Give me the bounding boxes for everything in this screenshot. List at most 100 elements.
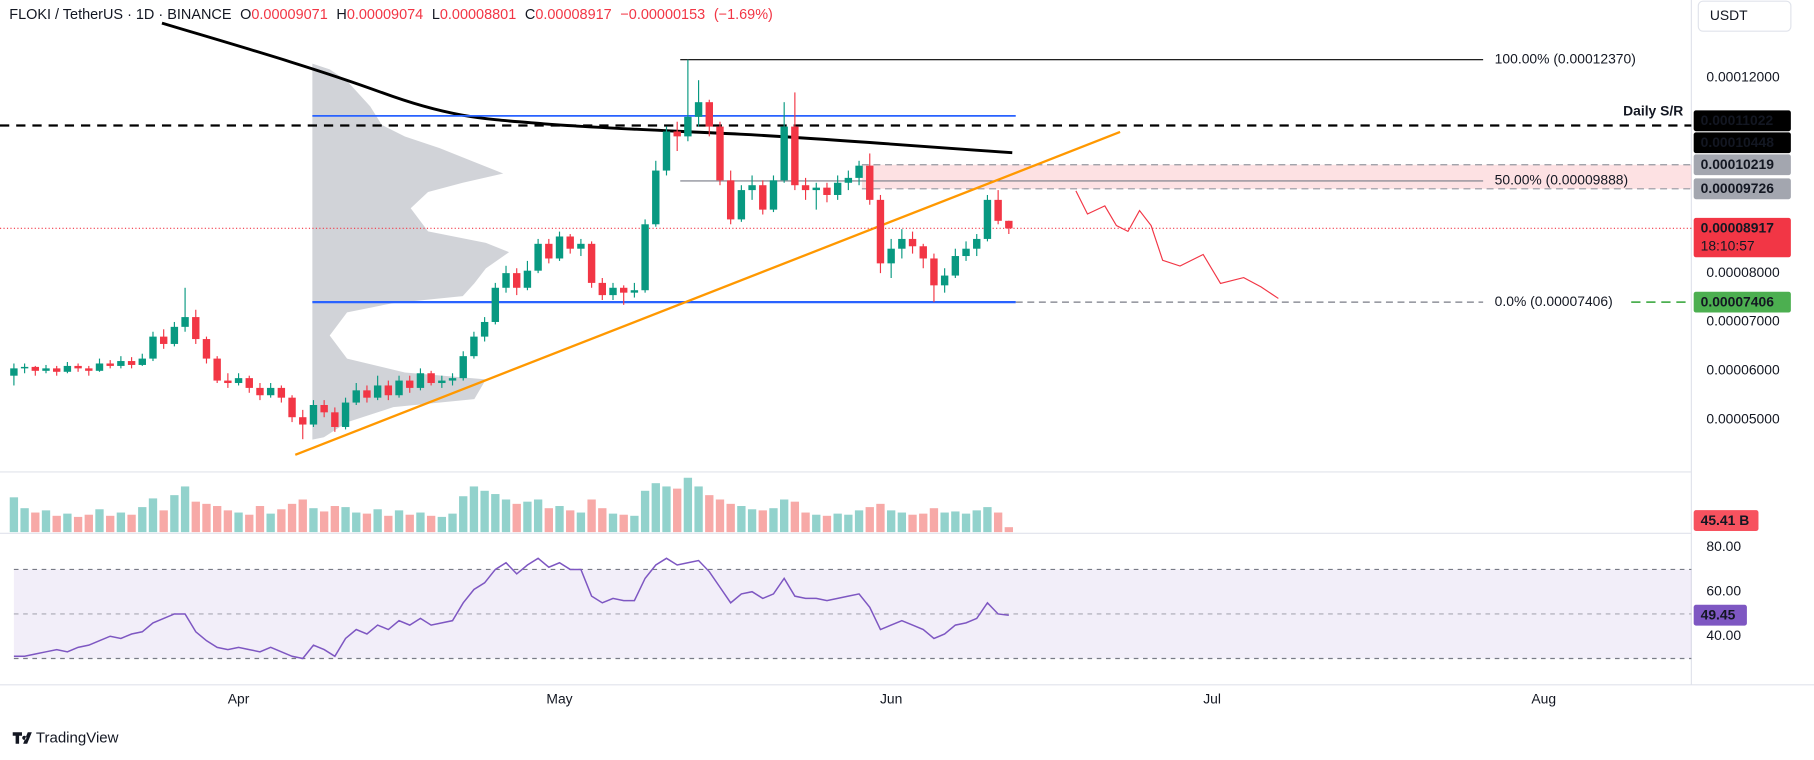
volume-bar xyxy=(812,514,821,533)
rsi-line xyxy=(13,557,1009,660)
volume-bar xyxy=(394,510,404,533)
candle-body xyxy=(106,363,114,366)
candle-body xyxy=(309,404,318,425)
candle-body xyxy=(983,199,992,239)
volume-bar xyxy=(769,508,778,533)
price-tag-label: 0.00007406 xyxy=(1701,293,1775,309)
volume-bar xyxy=(961,513,971,533)
trendline xyxy=(294,130,1121,456)
volume-bar xyxy=(919,513,928,533)
volume-bar xyxy=(491,494,500,533)
volume-bar xyxy=(73,516,83,533)
candle-body xyxy=(192,317,200,340)
candle-body xyxy=(331,412,339,427)
price-tag-label: 0.00008917 xyxy=(1701,220,1775,236)
volume-bar xyxy=(747,509,757,533)
candle-body xyxy=(887,248,895,264)
candle-body xyxy=(513,273,521,288)
candle-body xyxy=(256,387,264,396)
candle-body xyxy=(341,402,350,427)
rsi-tag-label: 49.45 xyxy=(1701,606,1736,622)
price-tag xyxy=(1693,132,1791,154)
candle-body xyxy=(630,290,639,293)
candle-body xyxy=(801,185,810,191)
candle-body xyxy=(52,368,61,372)
ohlc-letter: C xyxy=(525,7,535,23)
high-value: 0.00009074 xyxy=(347,7,423,23)
volume-bar xyxy=(726,503,735,533)
currency-box[interactable] xyxy=(1697,0,1792,32)
y-tick-label: 0.00012000 xyxy=(1706,68,1780,84)
rsi-tick-label: 40.00 xyxy=(1706,627,1741,643)
candle-body xyxy=(684,116,692,137)
candle-body xyxy=(20,366,29,369)
projection xyxy=(1075,190,1279,299)
candle-body xyxy=(245,378,253,388)
volume-bar xyxy=(801,512,810,533)
candle-body xyxy=(748,185,756,191)
volume-bar xyxy=(116,512,126,533)
candle-body xyxy=(866,165,874,200)
volume-bar xyxy=(833,513,842,533)
ohlc-letter: L xyxy=(432,7,440,23)
volume-bar xyxy=(640,490,650,533)
volume-bar xyxy=(940,512,949,533)
candle-body xyxy=(908,238,917,247)
volume-bar xyxy=(170,495,179,533)
volume-bar xyxy=(255,506,265,533)
candle-body xyxy=(181,317,189,327)
resistance-zone xyxy=(861,164,1692,189)
volume-bar xyxy=(469,486,479,533)
candle-body xyxy=(459,356,467,379)
change: −0.00000153 xyxy=(620,7,705,23)
volume-bar xyxy=(929,508,939,533)
change-pct: (−1.69%) xyxy=(714,7,773,23)
volume-bar xyxy=(630,515,639,533)
candle-body xyxy=(962,248,970,257)
candle-body xyxy=(320,404,328,413)
candle-body xyxy=(652,170,660,225)
candle-body xyxy=(930,258,938,286)
candle-body xyxy=(780,126,788,181)
volume-bar xyxy=(202,503,211,533)
price-tag xyxy=(1693,154,1791,176)
candle-body xyxy=(127,361,136,365)
volume-bar xyxy=(501,499,511,533)
volume-bar xyxy=(619,514,628,533)
volume-bar xyxy=(31,512,40,533)
candle-body xyxy=(919,246,927,259)
volume-bar xyxy=(512,503,521,533)
candle-body xyxy=(545,243,553,259)
volume-bar xyxy=(373,509,382,533)
volume-bar xyxy=(341,507,350,533)
volume-bar xyxy=(213,506,222,533)
candle-body xyxy=(555,236,564,259)
volume-bar xyxy=(106,515,115,533)
volume-bar xyxy=(705,495,714,533)
x-tick-label: May xyxy=(546,691,572,707)
candle-body xyxy=(31,366,40,371)
ohlc-letter: O xyxy=(240,7,251,23)
candle-body xyxy=(534,243,542,271)
volume-bar xyxy=(544,508,553,533)
volume-bar xyxy=(694,486,703,533)
volume-bar xyxy=(683,477,693,533)
volume-bar xyxy=(662,486,671,533)
volume-profile xyxy=(312,63,510,440)
candle-body xyxy=(673,131,681,137)
candle-body xyxy=(951,256,960,276)
rsi-tick-label: 60.00 xyxy=(1706,582,1741,598)
volume-bar xyxy=(951,511,960,533)
volume-bar xyxy=(576,512,586,533)
countdown: 18:10:57 xyxy=(1701,238,1755,254)
currency[interactable]: USDT xyxy=(1710,7,1748,23)
volume-bar xyxy=(822,515,832,533)
y-tick-label: 0.00008000 xyxy=(1706,264,1780,280)
volume-bar xyxy=(480,490,489,533)
volume-bar xyxy=(437,516,446,533)
volume-bar xyxy=(448,513,457,533)
candle-body xyxy=(213,358,221,381)
volume-bar xyxy=(9,497,19,533)
volume-bar xyxy=(223,510,233,533)
